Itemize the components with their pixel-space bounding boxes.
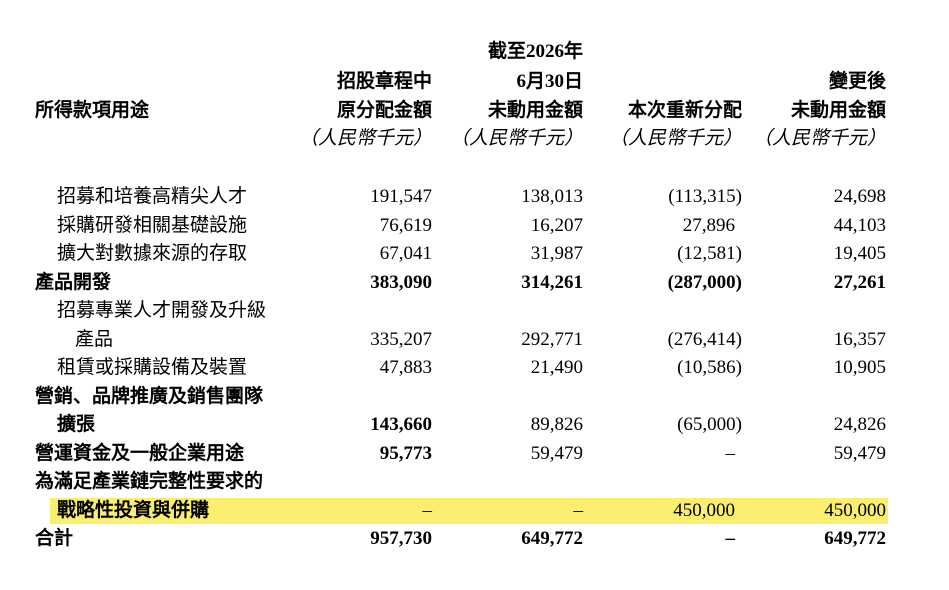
row-label: 擴張 [57, 414, 96, 435]
cell-value: 95,773 [379, 442, 432, 464]
cell-value: 44,103 [833, 214, 886, 236]
cell-value: 10,905 [833, 357, 886, 378]
cell-value: 24,698 [833, 186, 886, 207]
cell-value: 76,619 [379, 214, 432, 236]
cell-value: 31,987 [530, 243, 583, 264]
cell-value: 16,207 [530, 214, 583, 236]
header-text: （人民幣千元） [752, 128, 886, 149]
header-text: 本次重新分配 [627, 100, 742, 121]
header-label: 所得款項用途 [35, 100, 150, 121]
cell-value: 59,479 [833, 442, 886, 464]
cell-value: – [725, 442, 736, 464]
row-label: 招募和培養高精尖人才 [57, 186, 248, 207]
cell-value: 191,547 [370, 186, 432, 207]
cell-value: 335,207 [370, 328, 432, 350]
header-text: 未動用金額 [487, 100, 583, 121]
cell-value: – [573, 499, 584, 521]
cell-value: (287,000) [667, 271, 742, 293]
row-label: 戰略性投資與併購 [57, 499, 210, 521]
cell-value: 24,826 [833, 414, 886, 435]
cell-value: 292,771 [521, 328, 583, 350]
row-label: 營銷、品牌推廣及銷售團隊 [35, 385, 264, 407]
cell-value: 27,261 [833, 271, 886, 293]
cell-value: 67,041 [379, 243, 432, 264]
row-label: 為滿足產業鏈完整性要求的 [35, 471, 264, 492]
cell-value: (10,586) [677, 357, 742, 378]
header-text: （人民幣千元） [449, 128, 583, 149]
row-label: 營運資金及一般企業用途 [35, 442, 245, 464]
cell-value: 957,730 [370, 528, 432, 549]
cell-value: 27,896 [682, 214, 735, 236]
cell-value: 59,479 [530, 442, 583, 464]
cell-value: – [725, 528, 736, 549]
cell-value: 21,490 [530, 357, 583, 378]
cell-value: 16,357 [833, 328, 886, 350]
header-text: 截至2026年 [487, 41, 583, 62]
cell-value: 314,261 [521, 271, 583, 293]
highlight [50, 497, 888, 524]
cell-value: 47,883 [379, 357, 432, 378]
row-label: 租賃或採購設備及裝置 [57, 357, 248, 378]
cell-value: 649,772 [824, 528, 886, 549]
header-text: （人民幣千元） [298, 128, 432, 149]
cell-value: (12,581) [677, 243, 742, 264]
cell-value: – [422, 499, 433, 521]
header-text: 6月30日 [516, 71, 583, 92]
row-label: 招募專業人才開發及升級 [57, 300, 267, 321]
header-text: 變更後 [828, 71, 886, 92]
row-label: 採購研發相關基礎設施 [57, 214, 248, 236]
cell-value: 450,000 [824, 499, 886, 521]
cell-value: 89,826 [530, 414, 583, 435]
cell-value: 450,000 [673, 499, 735, 521]
cell-value: (113,315) [668, 186, 742, 207]
cell-value: 143,660 [370, 414, 432, 435]
cell-value: 383,090 [370, 271, 432, 293]
cell-value: 649,772 [521, 528, 583, 549]
row-label: 產品 [75, 328, 114, 350]
row-label: 產品開發 [35, 271, 112, 293]
header-text: 招股章程中 [336, 71, 432, 92]
row-label: 合計 [35, 528, 74, 549]
cell-value: (276,414) [667, 328, 742, 350]
cell-value: (65,000) [677, 414, 742, 435]
row-label: 擴大對數據來源的存取 [57, 243, 248, 264]
header-text: （人民幣千元） [608, 128, 742, 149]
header-text: 未動用金額 [790, 100, 886, 121]
cell-value: 19,405 [833, 243, 886, 264]
cell-value: 138,013 [521, 186, 583, 207]
header-text: 原分配金額 [336, 100, 432, 121]
